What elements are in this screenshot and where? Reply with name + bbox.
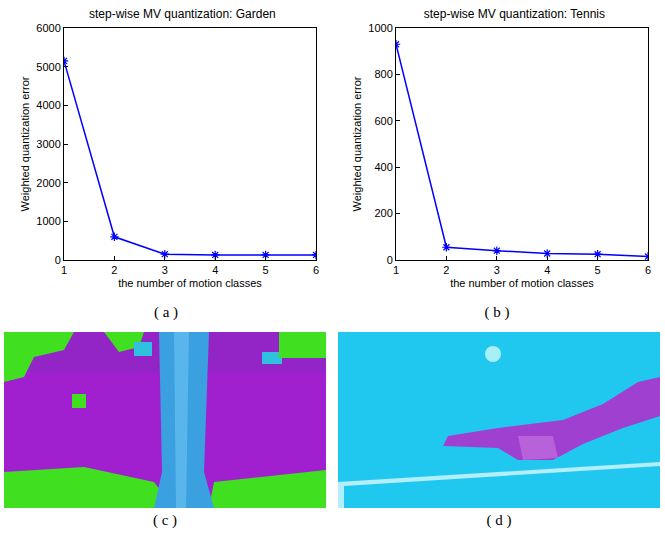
svg-text:4000: 4000 [36, 99, 60, 111]
svg-text:step-wise MV quantization: Gar: step-wise MV quantization: Garden [89, 7, 276, 21]
html-text:( a ): ( a ) [153, 304, 179, 320]
svg-text:0: 0 [55, 254, 61, 266]
html-text:( d ): ( d ) [486, 512, 512, 528]
svg-text:200: 200 [374, 207, 392, 219]
svg-text:3000: 3000 [36, 138, 60, 150]
svg-text:4: 4 [544, 264, 550, 276]
svg-text:the number of motion classes: the number of motion classes [450, 277, 594, 289]
html-text:( c ): ( c ) [152, 512, 178, 528]
svg-text:2: 2 [443, 264, 449, 276]
svg-text:1000: 1000 [368, 22, 392, 34]
svg-text:Weighted quantization error: Weighted quantization error [19, 76, 31, 211]
svg-text:400: 400 [374, 161, 392, 173]
svg-text:3: 3 [162, 264, 168, 276]
svg-text:5000: 5000 [36, 61, 60, 73]
svg-text:6: 6 [313, 264, 319, 276]
svg-text:5: 5 [263, 264, 269, 276]
svg-text:6000: 6000 [36, 22, 60, 34]
svg-text:Weighted quantization error: Weighted quantization error [351, 76, 363, 211]
svg-text:1000: 1000 [36, 215, 60, 227]
svg-text:6: 6 [645, 264, 651, 276]
svg-text:1: 1 [393, 264, 399, 276]
svg-text:5: 5 [595, 264, 601, 276]
svg-text:step-wise MV quantization: Ten: step-wise MV quantization: Tennis [424, 7, 605, 21]
svg-text:1: 1 [61, 264, 67, 276]
svg-text:800: 800 [374, 68, 392, 80]
svg-text:600: 600 [374, 115, 392, 127]
svg-text:3: 3 [494, 264, 500, 276]
html-text:( b ): ( b ) [484, 304, 510, 320]
svg-text:2000: 2000 [36, 177, 60, 189]
svg-text:0: 0 [387, 254, 393, 266]
svg-text:the number of motion classes: the number of motion classes [118, 277, 262, 289]
svg-text:2: 2 [111, 264, 117, 276]
svg-text:4: 4 [212, 264, 218, 276]
